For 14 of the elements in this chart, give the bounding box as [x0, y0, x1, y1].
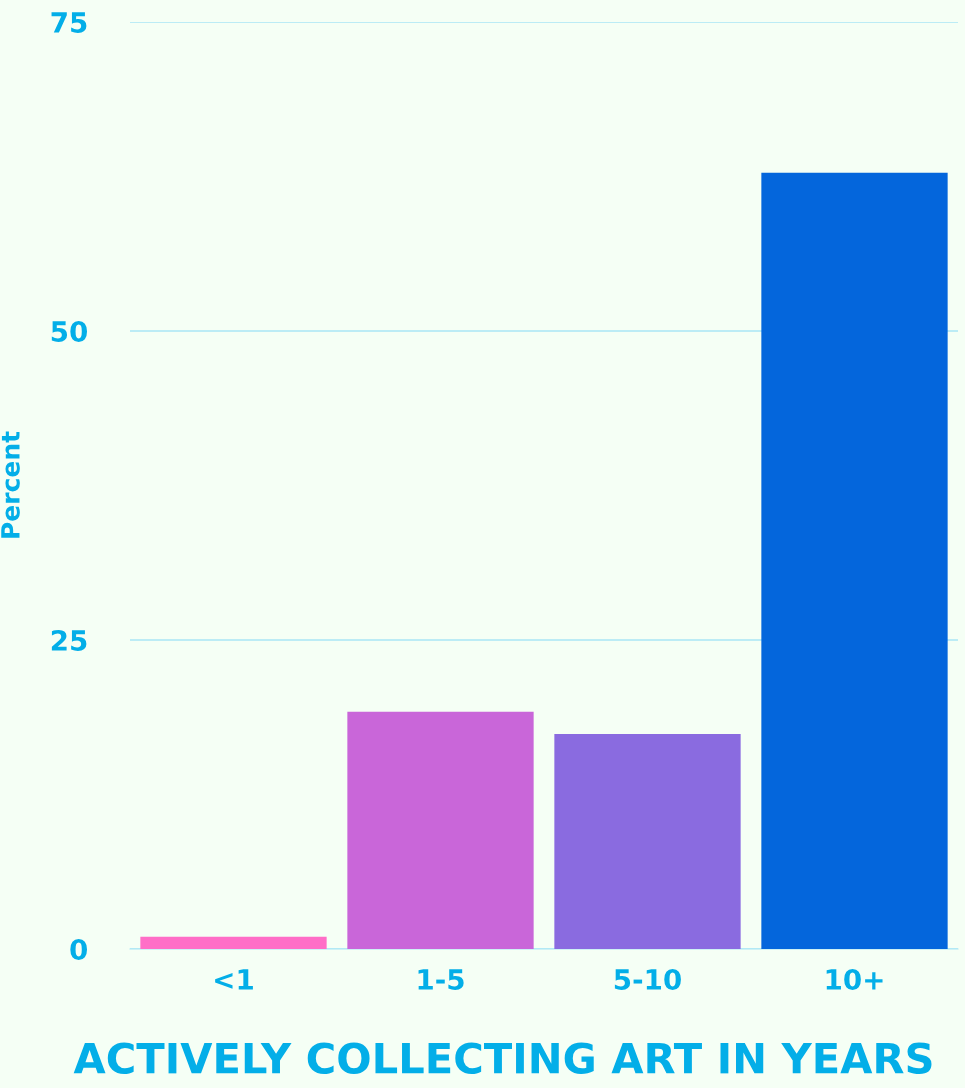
- x-axis-title: ACTIVELY COLLECTING ART IN YEARS: [73, 1042, 932, 1074]
- x-tick-label: 5-10: [614, 968, 681, 990]
- y-tick-label: 25: [51, 629, 87, 651]
- bar: [140, 936, 327, 949]
- x-tick-label: 1-5: [418, 969, 464, 990]
- bar: [761, 172, 948, 949]
- y-axis-title: Percent: [1, 431, 20, 538]
- bar: [554, 733, 741, 949]
- x-tick-label: 10+: [826, 968, 883, 990]
- bar: [347, 711, 534, 949]
- y-tick-label: 0: [70, 938, 88, 960]
- y-tick-label: 75: [51, 12, 87, 33]
- y-tick-label: 50: [51, 320, 88, 342]
- x-tick-label: <1: [215, 969, 253, 990]
